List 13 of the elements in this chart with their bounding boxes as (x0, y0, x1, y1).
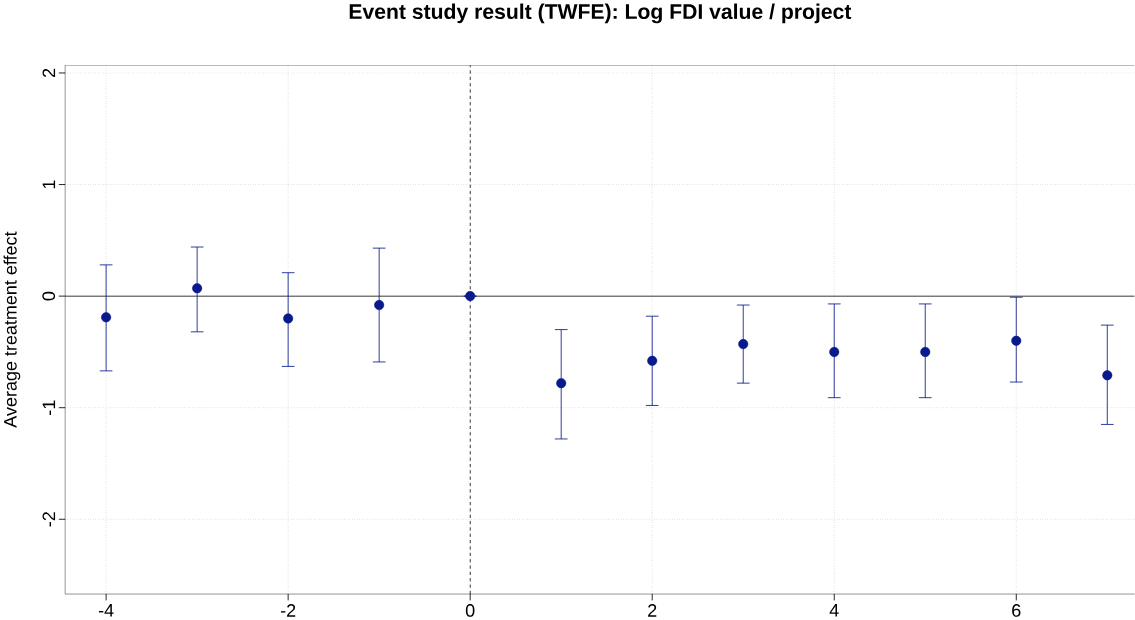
x-tick-label: 0 (465, 603, 475, 617)
y-tick-label: 0 (42, 291, 56, 301)
x-tick-label: -2 (280, 603, 296, 617)
x-tick-label: -4 (98, 603, 114, 617)
x-tick-label: 6 (1012, 603, 1021, 617)
chart-title: Event study result (TWFE): Log FDI value / project (349, 3, 852, 24)
y-tick-label: -1 (42, 400, 56, 415)
y-tick-label: 2 (42, 68, 56, 77)
y-tick-label: -2 (42, 512, 56, 527)
y-tick-label: 1 (42, 180, 56, 188)
y-axis-title: Average treatment effect (3, 231, 21, 428)
x-tick-label: 4 (829, 603, 839, 617)
x-tick-label: 2 (648, 603, 657, 617)
